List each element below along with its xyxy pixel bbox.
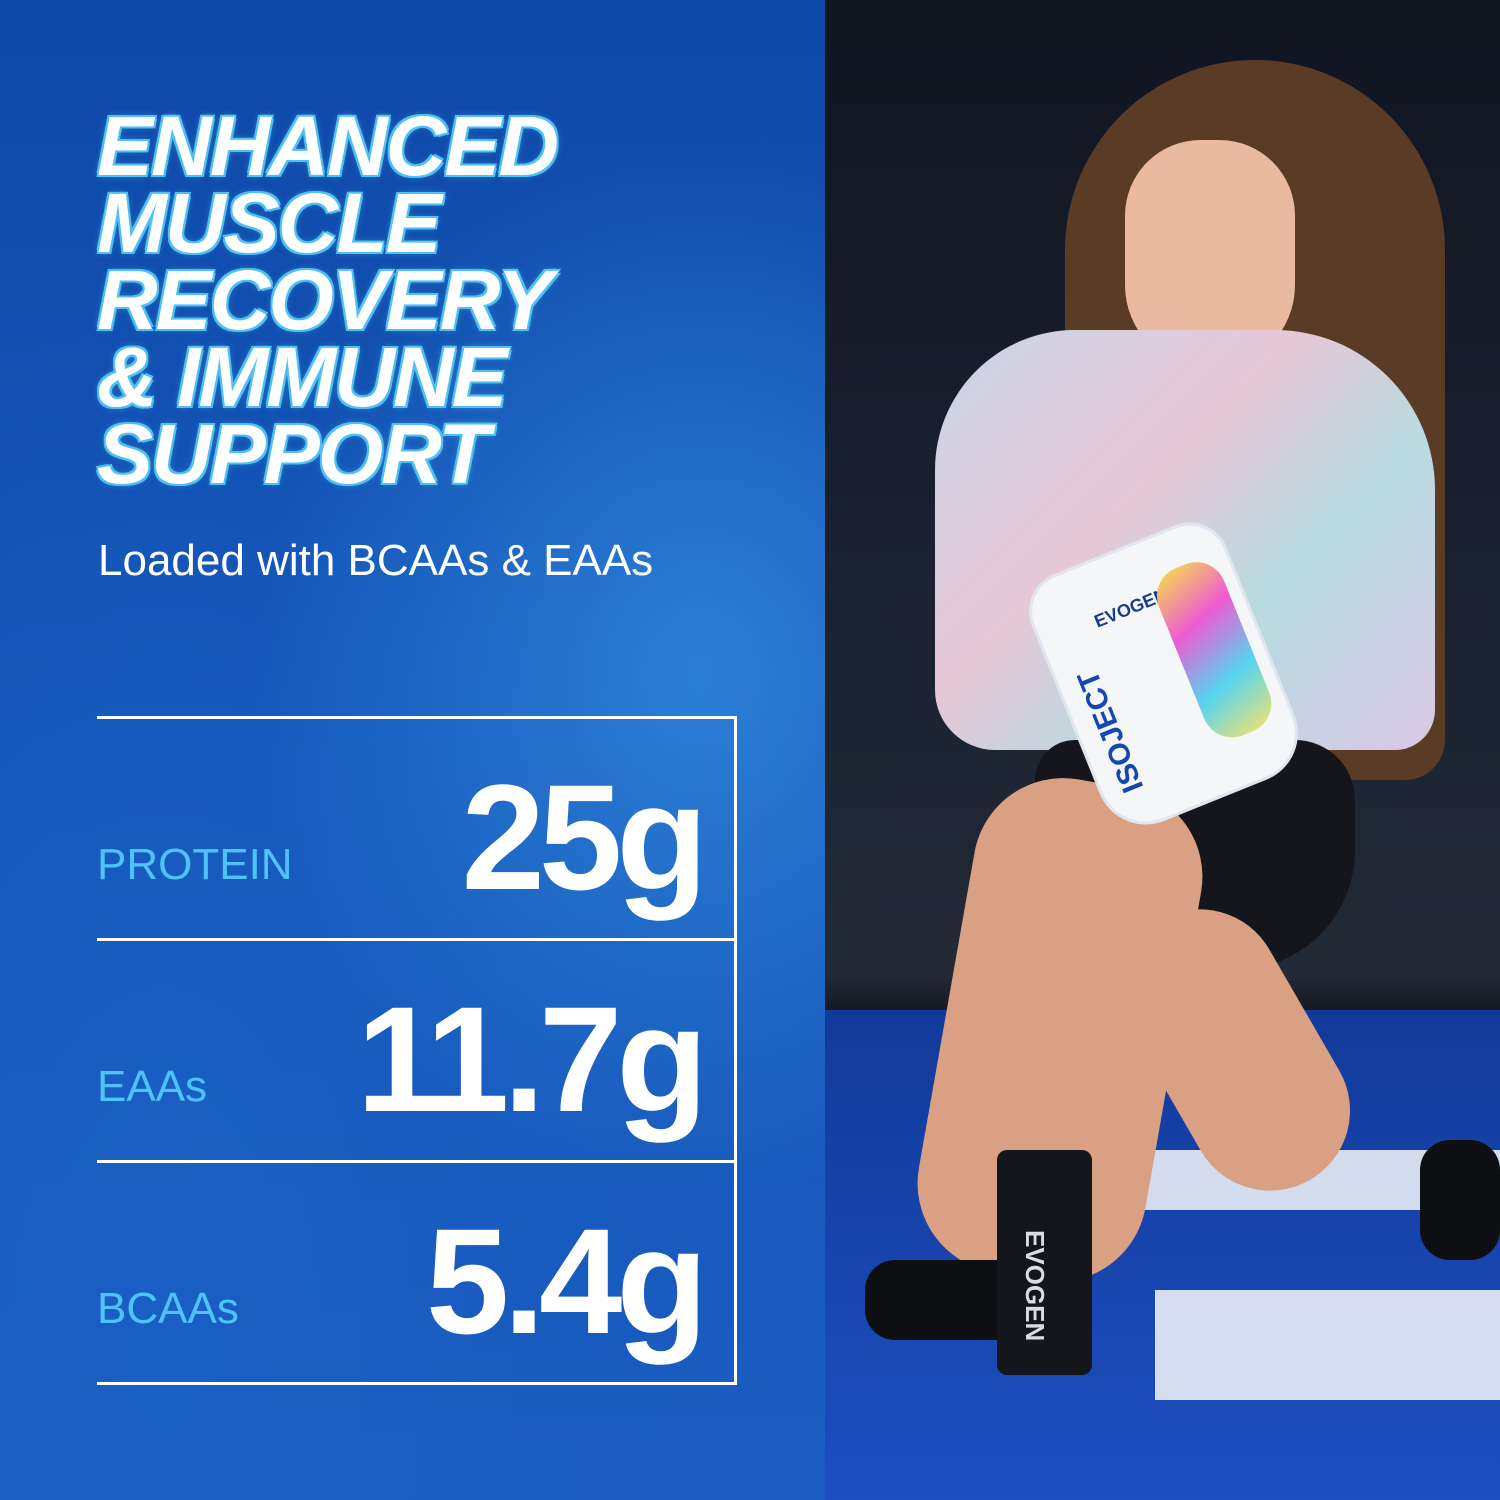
stat-label: PROTEIN [97,840,293,889]
headline-line: ENHANCED [97,99,559,193]
subtitle: Loaded with BCAAs & EAAs [98,536,654,585]
stat-value: 5.4g [425,1197,708,1365]
stat-value: 11.7g [356,975,708,1143]
bottle-brand-logo: EVOGEN [1020,1230,1050,1342]
stat-row-eaas: EAAs 11.7g [97,938,737,1160]
headline-line: MUSCLE [97,176,442,270]
stat-label: EAAs [97,1062,208,1111]
nutrition-stats-table: PROTEIN 25g EAAs 11.7g BCAAs 5.4g [97,716,737,1385]
info-panel: ENHANCED MUSCLE RECOVERY & IMMUNE SUPPOR… [0,0,825,1500]
headline-line: RECOVERY [97,253,553,347]
stat-row-bcaas: BCAAs 5.4g [97,1160,737,1385]
stat-row-protein: PROTEIN 25g [97,716,737,938]
shaker-bottle: EVOGEN [997,1150,1092,1375]
lifestyle-photo: EVOGEN ISOJECT EVOGEN [825,0,1500,1500]
stat-value: 25g [461,753,708,921]
headline: ENHANCED MUSCLE RECOVERY & IMMUNE SUPPOR… [97,99,559,501]
floor-stripe [1155,1290,1500,1400]
headline-line: SUPPORT [97,407,490,501]
headline-line: & IMMUNE [97,330,508,424]
shoe [1420,1140,1500,1260]
stat-label: BCAAs [97,1284,239,1333]
